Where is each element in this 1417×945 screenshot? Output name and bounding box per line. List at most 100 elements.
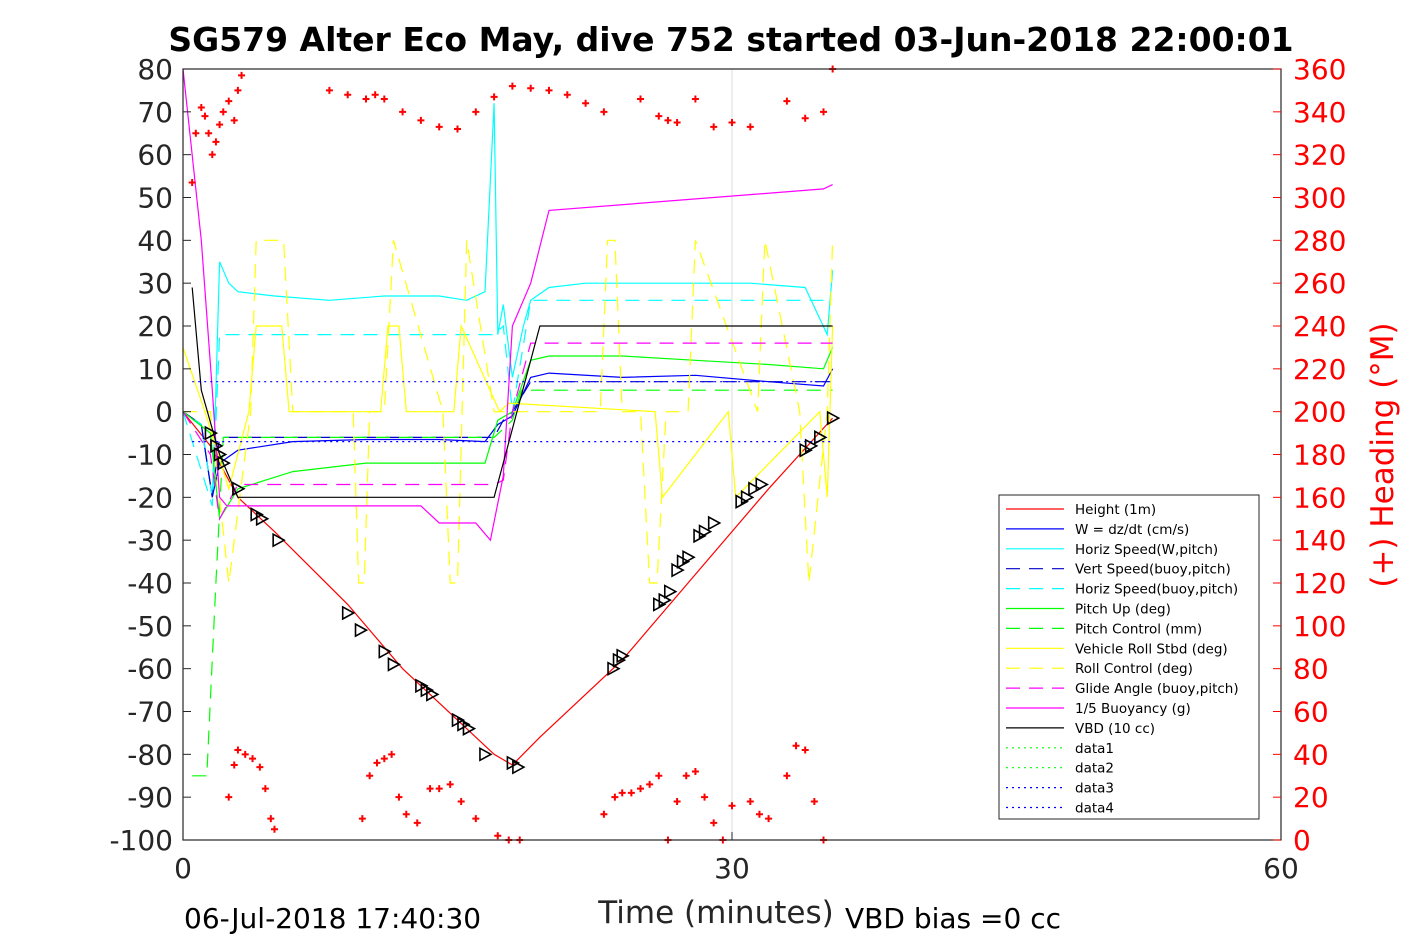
y-tick-label: -80 [127,738,173,771]
y-tick-label: -20 [127,481,173,514]
marker-layer [204,410,841,775]
heading-point [618,789,626,797]
heading-point [261,785,269,793]
surface-marker [341,605,356,621]
chart-title: SG579 Alter Eco May, dive 752 started 03… [168,20,1293,59]
y-tick-label: -70 [127,696,173,729]
heading-point [472,815,480,823]
heading-point [249,755,257,763]
heading-point [358,815,366,823]
legend-label-14: data3 [1075,781,1114,797]
heading-point [426,785,434,793]
series-line-2 [182,103,834,498]
heading-point [801,746,809,754]
y-tick-label: -10 [127,439,173,472]
surface-marker [748,481,762,497]
heading-point [457,797,465,805]
footer-timestamp: 06-Jul-2018 17:40:30 [184,902,481,935]
legend: Height (1m) W = dz/dt (cm/s) Horiz Speed(W… [998,494,1260,820]
series-line-4 [182,299,833,507]
heading-point [399,108,407,116]
heading-point [208,151,216,159]
heading-point [230,116,238,124]
y-tick-label: 30 [137,267,173,300]
right-axis: 3603403203002802602402202001801601401201… [1273,53,1346,857]
surface-marker [755,477,769,492]
heading-point [472,108,480,116]
heading-point [201,112,209,120]
heading-point [219,108,227,116]
heading-point [417,116,425,124]
heading-point [212,138,220,146]
heading-point [234,746,242,754]
heading-point [230,761,238,769]
surface-marker [804,438,819,454]
heading-point [435,785,443,793]
series-line-0 [182,411,834,766]
heading-point [241,750,249,758]
heading-point [691,95,699,103]
heading-point [728,802,736,810]
surface-marker [387,657,402,672]
heading-point [373,759,381,767]
heading-point [490,93,498,101]
y2-tick-label: 220 [1293,353,1346,386]
x-tick-label: 30 [714,852,750,885]
series-line-9 [182,342,833,521]
y2-tick-label: 320 [1293,139,1346,172]
heading-point [188,179,196,187]
surface-marker [512,759,526,775]
y2-tick-label: 40 [1293,738,1329,771]
y-tick-label: -90 [127,781,173,814]
y2-tick-label: 100 [1293,610,1346,643]
heading-point [673,797,681,805]
y-tick-label: 10 [137,353,173,386]
heading-point [701,793,709,801]
heading-point [627,789,635,797]
surface-marker [426,687,440,702]
heading-point [371,91,379,99]
y-tick-label: 60 [137,139,173,172]
heading-point [225,97,233,105]
heading-point [256,763,264,771]
y2-tick-label: 140 [1293,524,1346,557]
heading-point [755,810,763,818]
y2-tick-label: 300 [1293,182,1346,215]
y-tick-label: -100 [109,824,173,857]
legend-label-1: W = dz/dt (cm/s) [1075,522,1189,538]
y2-tick-label: 200 [1293,396,1346,429]
surface-marker [826,410,841,426]
heading-point [454,125,461,133]
heading-point [413,819,421,827]
legend-label-11: VBD (10 cc) [1075,721,1155,737]
legend-label-15: data4 [1075,801,1114,817]
heading-point [600,108,608,116]
y-tick-label: 40 [137,224,173,257]
heading-point [600,810,608,818]
heading-point [545,86,553,94]
y-tick-label: -60 [127,653,173,686]
legend-label-5: Pitch Up (deg) [1075,602,1171,618]
y2-tick-label: 340 [1293,96,1346,129]
x-tick-label: 0 [174,852,192,885]
y-tick-label: 50 [137,182,173,215]
surface-marker [616,648,630,664]
x-axis: 0 30 60 [174,832,1299,885]
surface-marker [707,515,722,531]
surface-marker [814,430,828,445]
heading-point [216,121,224,129]
y-tick-label: -30 [127,524,173,557]
heading-point [494,832,502,840]
heading-layer [188,65,837,844]
heading-point [362,95,370,103]
heading-point [234,86,242,94]
heading-point [820,108,827,116]
y-tick-label: -50 [127,610,173,643]
heading-point [344,91,352,99]
heading-point [366,772,374,780]
plot-area [182,65,1282,844]
y2-axis-label: (+) Heading (°M) [1365,322,1401,587]
surface-marker [378,644,392,659]
heading-point [446,780,454,788]
